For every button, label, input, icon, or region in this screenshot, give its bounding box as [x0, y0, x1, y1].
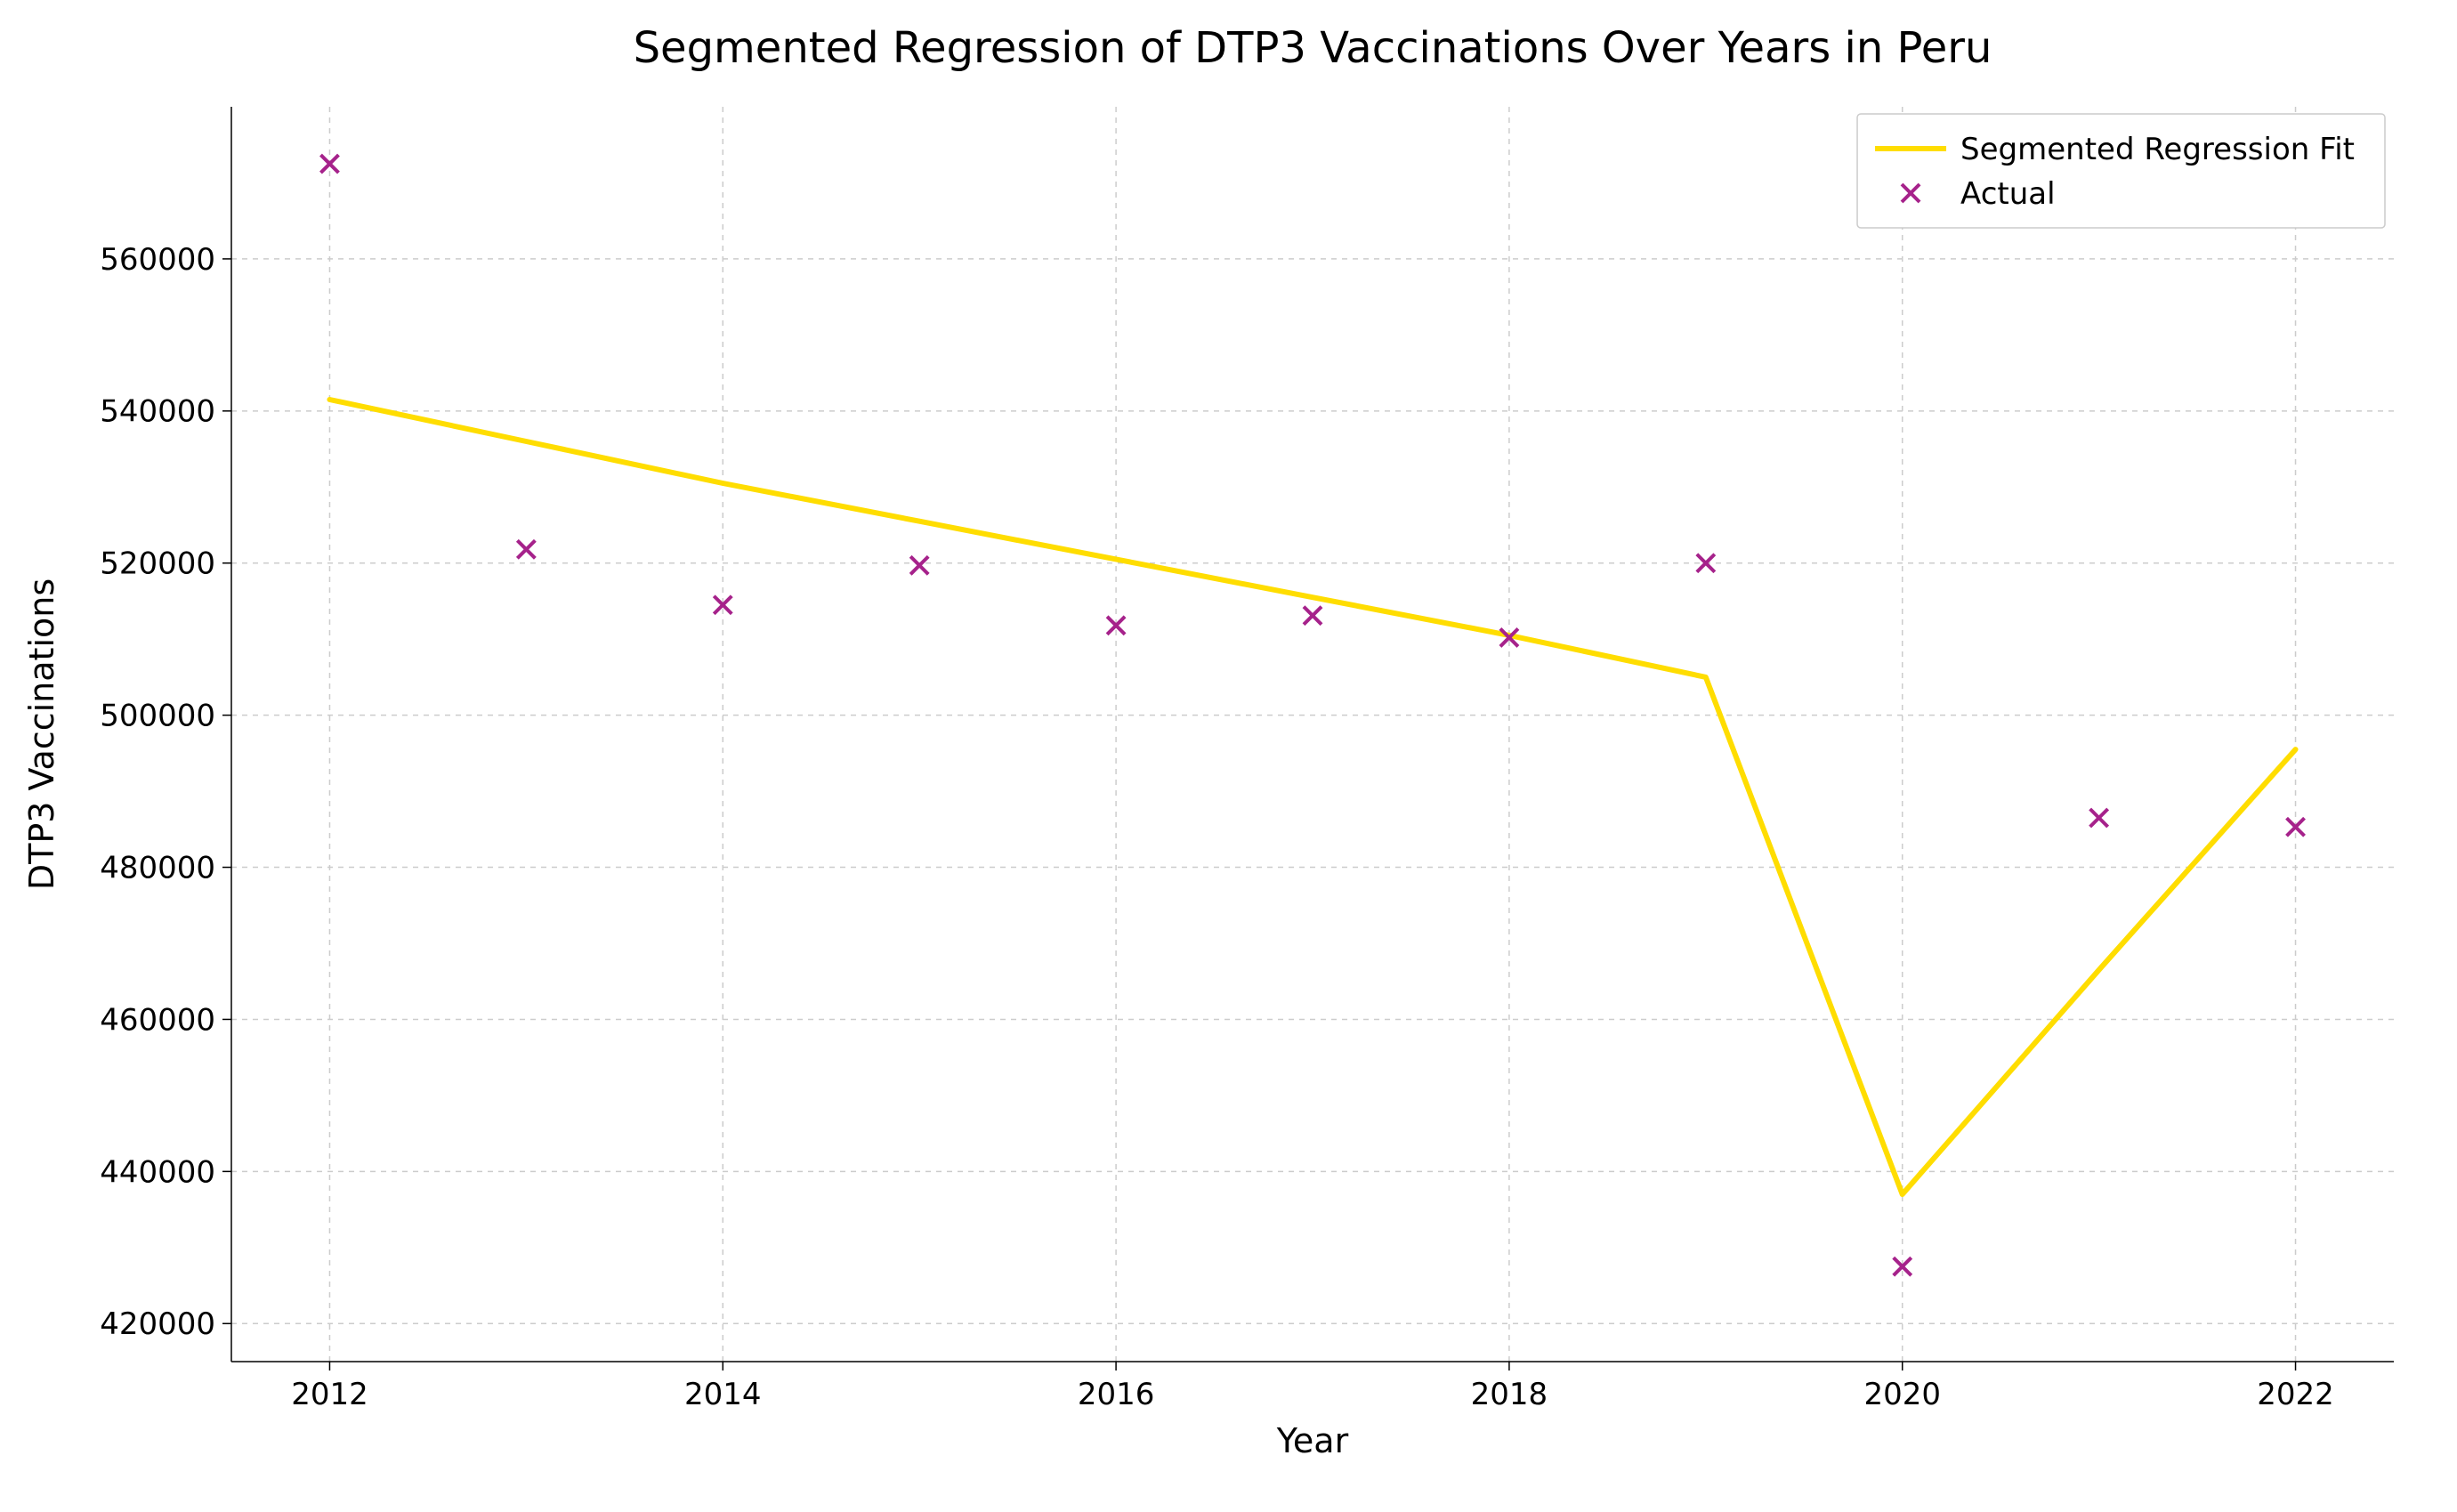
y-axis-label: DTP3 Vaccinations	[22, 578, 61, 890]
y-tick-label: 480000	[100, 850, 215, 885]
y-tick-label: 440000	[100, 1154, 215, 1190]
chart-svg: 2012 2014 2016 2018 2020 2022 420000 440000 4600…	[0, 0, 2457, 1512]
y-tick-label: 540000	[100, 394, 215, 430]
x-tick-label: 2016	[1078, 1377, 1155, 1412]
x-tick-label: 2018	[1471, 1377, 1548, 1412]
y-tick-label: 460000	[100, 1002, 215, 1038]
chart-container: 2012 2014 2016 2018 2020 2022 420000 440000 4600…	[0, 0, 2457, 1512]
x-axis-label: Year	[1276, 1421, 1349, 1460]
legend-label-actual: Actual	[1960, 176, 2056, 212]
y-tick-label: 520000	[100, 546, 215, 582]
legend: Segmented Regression Fit Actual	[1857, 114, 2385, 228]
legend-label-fit: Segmented Regression Fit	[1960, 132, 2355, 167]
x-tick-label: 2020	[1863, 1377, 1941, 1412]
x-tick-label: 2014	[684, 1377, 762, 1412]
y-tick-label: 420000	[100, 1306, 215, 1342]
chart-title: Segmented Regression of DTP3 Vaccination…	[634, 23, 1992, 73]
y-tick-label: 500000	[100, 699, 215, 734]
x-tick-label: 2012	[291, 1377, 368, 1412]
x-tick-label: 2022	[2257, 1377, 2334, 1412]
y-tick-label: 560000	[100, 242, 215, 278]
